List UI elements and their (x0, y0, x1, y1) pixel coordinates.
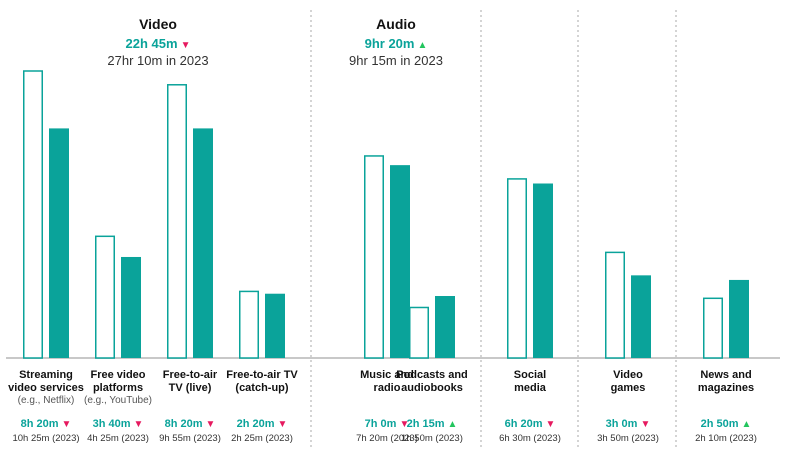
bar-2024-1 (121, 256, 141, 358)
bar-2024-4 (390, 165, 410, 358)
category-value: 8h 20m ▼ (20, 418, 72, 430)
category-value: 6h 20m ▼ (504, 418, 556, 430)
bar-2024-5 (435, 296, 455, 358)
bar-2024-0 (49, 128, 69, 358)
category-note: (e.g., Netflix) (17, 395, 75, 406)
category-previous: 4h 25m (2023) (87, 433, 149, 444)
up-arrow-icon: ▲ (417, 40, 428, 51)
category-label-line: platforms (92, 382, 144, 394)
category-label-line: TV (live) (168, 382, 212, 394)
group-previous-audio: 9hr 15m in 2023 (349, 53, 443, 68)
down-arrow-icon: ▼ (640, 419, 651, 430)
category-previous: 2h 25m (2023) (231, 433, 293, 444)
category-label-line: Podcasts and (396, 369, 468, 381)
category-label-line: games (610, 382, 646, 394)
group-title-video: Video (139, 16, 177, 32)
bar-2023-0 (23, 70, 43, 359)
bar-2023-5 (409, 306, 429, 359)
category-value: 3h 0m ▼ (605, 418, 651, 430)
category-label-line: magazines (697, 382, 755, 394)
down-arrow-icon: ▼ (61, 419, 72, 430)
category-value: 2h 20m ▼ (236, 418, 288, 430)
category-label-line: Streaming (19, 369, 73, 381)
category-label-line: Free video (90, 369, 146, 381)
down-arrow-icon: ▼ (180, 40, 191, 51)
bar-2024-3 (265, 293, 285, 358)
down-arrow-icon: ▼ (399, 419, 410, 430)
category-label: Free video platforms (76, 369, 160, 395)
category-label-line: Video (613, 369, 643, 381)
category-previous: 9h 55m (2023) (159, 433, 221, 444)
group-title-audio: Audio (376, 16, 416, 32)
bar-2023-3 (239, 290, 259, 359)
category-label-line: Social (513, 369, 547, 381)
category-value: 3h 40m ▼ (92, 418, 144, 430)
category-value: 2h 15m ▲ (406, 418, 458, 430)
category-label: Music and radio (345, 369, 429, 395)
group-total-audio: 9hr 20m ▲ (364, 36, 428, 51)
category-previous: 6h 30m (2023) (499, 433, 561, 444)
category-label: Social media (488, 369, 572, 395)
category-label-line: (catch-up) (235, 382, 289, 394)
bar-2023-6 (507, 178, 527, 359)
down-arrow-icon: ▼ (205, 419, 216, 430)
up-arrow-icon: ▲ (447, 419, 458, 430)
category-label-line: Free-to-air TV (226, 369, 298, 381)
category-value: 2h 50m ▲ (700, 418, 752, 430)
down-arrow-icon: ▼ (277, 419, 288, 430)
category-label: Free-to-air TV (catch-up) (220, 369, 304, 395)
category-label: Video games (586, 369, 670, 395)
category-previous: 1h 50m (2023) (401, 433, 463, 444)
category-value: 7h 0m ▼ (364, 418, 410, 430)
category-value: 8h 20m ▼ (164, 418, 216, 430)
bar-2023-7 (605, 251, 625, 359)
category-label-line: media (514, 382, 546, 394)
category-label: Podcasts and audiobooks (390, 369, 474, 395)
group-previous-video: 27hr 10m in 2023 (107, 53, 209, 68)
category-note: (e.g., YouTube) (83, 395, 152, 406)
category-previous: 2h 10m (2023) (695, 433, 757, 444)
category-label-line: Free-to-air (162, 369, 218, 381)
bar-2023-8 (703, 297, 723, 359)
bar-2024-7 (631, 275, 651, 358)
category-previous: 7h 20m (2023) (356, 433, 418, 444)
category-previous: 3h 50m (2023) (597, 433, 659, 444)
category-label-line: News and (700, 369, 752, 381)
category-label: Streaming video services (4, 369, 88, 395)
bar-2023-2 (167, 84, 187, 359)
category-label: News and magazines (684, 369, 768, 395)
category-previous: 10h 25m (2023) (12, 433, 80, 444)
bar-2023-4 (364, 155, 384, 359)
bar-2024-2 (193, 128, 213, 358)
category-label-line: radio (373, 382, 401, 394)
category-label-line: video services (8, 382, 84, 394)
down-arrow-icon: ▼ (545, 419, 556, 430)
bar-2024-6 (533, 183, 553, 358)
category-label-line: audiobooks (401, 382, 463, 394)
down-arrow-icon: ▼ (133, 419, 144, 430)
category-label-line: Music and (360, 369, 414, 381)
bar-2023-1 (95, 235, 115, 359)
group-total-video: 22h 45m ▼ (125, 36, 191, 51)
up-arrow-icon: ▲ (741, 419, 752, 430)
bar-2024-8 (729, 279, 749, 358)
category-label: Free-to-air TV (live) (148, 369, 232, 395)
